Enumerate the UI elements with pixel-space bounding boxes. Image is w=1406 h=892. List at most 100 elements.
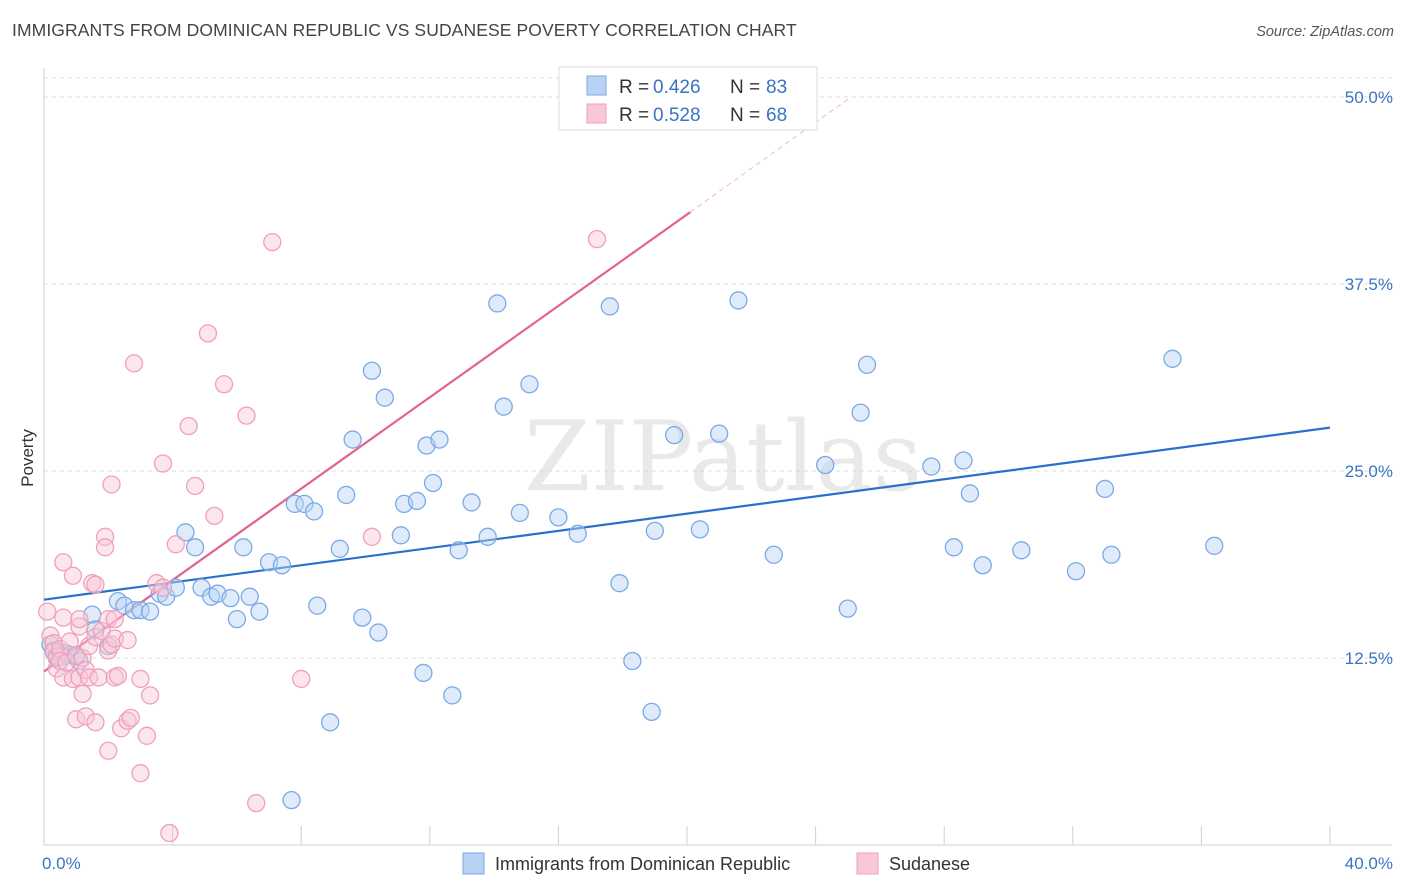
dominican-point-44 [375,388,394,407]
sudanese-point-29 [86,713,105,732]
dominican-point-64 [623,651,642,671]
sudanese-point-47 [124,354,144,373]
bottom-legend: Immigrants from Dominican Republic Sudan… [462,852,970,875]
dominican-point-78 [954,451,973,470]
dominican-point-26 [227,609,247,629]
sudanese-point-51 [140,686,160,705]
trend-line-ext-1 [689,96,852,213]
dominican-point-59 [520,375,539,394]
legend-n-value-1: 83 [766,77,787,98]
dominican-point-47 [407,491,427,511]
sudanese-point-36 [99,741,118,760]
sudanese-point-48 [131,764,150,783]
dominican-point-51 [430,430,449,449]
dominican-point-83 [1095,479,1115,499]
dominican-point-66 [645,521,664,540]
sudanese-point-22 [76,707,95,726]
dominican-point-42 [362,361,382,380]
sudanese-point-65 [292,669,311,689]
dominican-point-25 [221,589,240,608]
sudanese-point-62 [237,406,256,425]
sudanese-point-56 [166,535,185,554]
trend-line-0 [43,426,1331,601]
sudanese-point-55 [160,823,179,843]
sudanese-point-32 [95,527,115,546]
sudanese-point-9 [54,608,73,627]
sudanese-point-34 [99,609,118,629]
sudanese-point-46 [121,708,140,727]
sudanese-point-53 [153,578,173,597]
x-tick-label-1: 40.0% [1345,854,1393,873]
bottom-legend-label-dominican: Immigrants from Dominican Republic [495,854,790,874]
sudanese-point-67 [587,229,607,249]
dominican-point-54 [462,493,481,512]
dominican-point-67 [664,425,684,445]
dominican-point-71 [764,545,783,564]
dominican-point-62 [600,297,619,316]
dominican-point-31 [272,556,292,575]
dominican-point-43 [369,623,388,642]
dominican-point-21 [185,538,205,557]
dominican-point-77 [944,538,963,557]
sudanese-point-63 [247,793,266,813]
dominican-point-81 [1012,541,1031,560]
dominican-point-50 [423,473,443,493]
sudanese-point-39 [105,609,124,629]
sudanese-point-19 [70,609,89,629]
legend-n-label-2: N = [730,105,760,126]
dominican-point-41 [353,608,372,627]
legend-swatch-dominican [586,75,607,96]
dominican-point-37 [320,713,340,732]
sudanese-point-45 [118,630,137,650]
dominican-point-16 [140,602,160,621]
dominican-point-55 [478,527,497,546]
sudanese-point-18 [70,617,89,636]
dominican-point-39 [337,485,356,505]
dominican-point-86 [1205,536,1224,555]
sudanese-point-50 [137,726,157,745]
dominican-point-70 [729,291,748,310]
chart-title: IMMIGRANTS FROM DOMINICAN REPUBLIC VS SU… [12,20,797,40]
grid [44,77,1392,659]
dominican-point-72 [816,455,835,475]
dominican-point-40 [343,430,362,449]
dominican-point-35 [304,502,324,521]
sudanese-point-25 [79,668,99,687]
sudanese-point-13 [63,566,83,585]
dominican-point-33 [285,494,304,514]
dominican-point-58 [510,503,529,523]
sudanese-point-33 [95,538,115,557]
dominican-point-34 [295,494,314,514]
bottom-legend-label-sudanese: Sudanese [889,854,970,874]
legend-n-label-1: N = [730,77,760,98]
sudanese-point-59 [198,324,218,343]
dominican-point-19 [166,578,185,597]
sudanese-point-57 [179,416,198,436]
legend: R = 0.426 N = 83 R = 0.528 N = 68 [558,66,818,131]
sudanese-point-30 [89,668,108,687]
y-tick-label-0: 12.5% [1345,649,1393,668]
dominican-point-82 [1066,562,1086,581]
legend-swatch-sudanese [586,103,607,124]
axes [43,68,1392,846]
data-points [38,229,1224,843]
sudanese-point-28 [86,575,105,594]
source-label: Source: ZipAtlas.com [1256,24,1394,40]
dominican-point-29 [250,602,269,621]
dominican-point-80 [973,556,992,575]
sudanese-point-44 [118,711,137,730]
sudanese-point-54 [153,454,173,473]
legend-r-label-2: R = [619,105,649,126]
dominican-point-74 [851,403,870,422]
dominican-point-27 [234,538,253,557]
legend-r-value-1: 0.426 [653,77,701,98]
sudanese-point-21 [73,684,92,704]
bottom-legend-swatch-dominican [462,852,485,875]
dominican-point-73 [838,599,857,618]
sudanese-point-58 [185,476,205,496]
trend-lines [43,96,1331,673]
sudanese-point-14 [63,669,83,689]
dominican-point-75 [857,355,877,374]
dominican-point-57 [494,397,513,416]
dominican-point-48 [414,663,433,683]
